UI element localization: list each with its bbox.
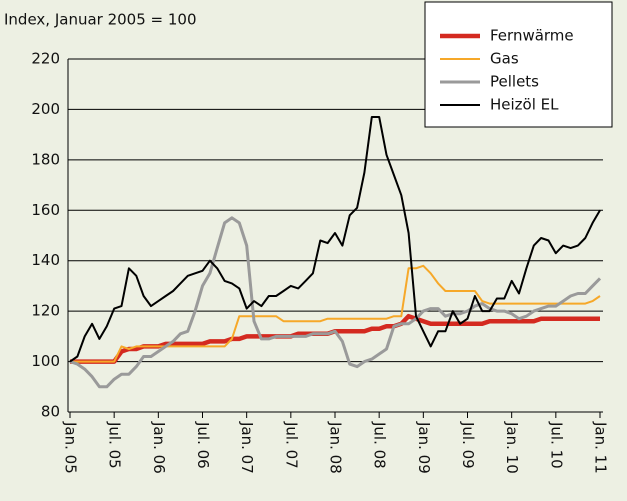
- legend-label: Fernwärme: [490, 27, 574, 45]
- x-tick-label: Jan. 05: [62, 421, 80, 474]
- series-line: [69, 116, 601, 363]
- x-tick-label: Jan. 11: [592, 421, 610, 474]
- x-tick-label: Jul. 05: [106, 421, 124, 469]
- legend-label: Heizöl EL: [490, 96, 559, 114]
- y-tick-label: 220: [31, 50, 60, 68]
- x-tick-label: Jul. 06: [194, 421, 212, 469]
- series-line: [70, 264, 601, 363]
- x-tick-label: Jul. 10: [547, 421, 565, 469]
- x-tick-label: Jan. 09: [415, 421, 433, 474]
- y-tick-label: 180: [31, 150, 60, 168]
- legend-label: Gas: [490, 50, 519, 68]
- y-tick-label: 140: [31, 251, 60, 269]
- legend-label: Pellets: [490, 73, 539, 91]
- y-tick-label: 120: [31, 302, 60, 320]
- x-tick-label: Jan. 08: [327, 421, 345, 474]
- x-tick-label: Jan. 07: [238, 421, 256, 474]
- legend-box: [424, 1, 613, 128]
- y-tick-label: 80: [41, 403, 60, 421]
- series-line: [69, 216, 602, 389]
- x-tick-label: Jul. 08: [371, 421, 389, 469]
- x-tick-label: Jul. 09: [459, 421, 477, 469]
- legend: Fernwärme Gas Pellets Heizöl EL: [424, 1, 613, 128]
- x-tick-label: Jan. 06: [150, 421, 168, 474]
- y-tick-label: 200: [31, 100, 60, 118]
- y-tick-label: 100: [31, 352, 60, 370]
- y-tick-label: 160: [31, 201, 60, 219]
- x-tick-label: Jul. 07: [282, 421, 300, 469]
- x-tick-label: Jan. 10: [503, 421, 521, 474]
- chart-subtitle: Index, Januar 2005 = 100: [4, 11, 197, 29]
